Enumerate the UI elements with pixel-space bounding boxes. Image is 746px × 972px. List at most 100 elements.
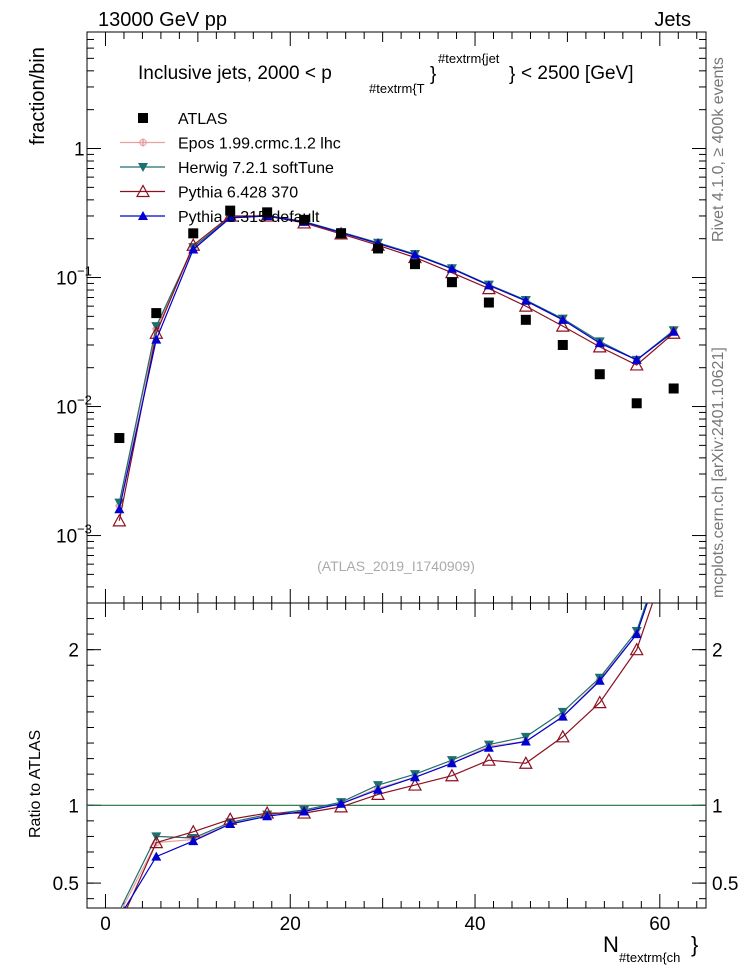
data-point-pythia-8-315-default: [520, 295, 531, 305]
main-y-tick-exponent: −1: [77, 264, 92, 279]
x-axis-title-brace: }: [691, 932, 698, 957]
ratio-series-epos-1-99-crmc-1-2-lhc: [121, 603, 648, 908]
ratio-point-pythia-6-428-370: [555, 729, 570, 743]
data-point-pythia-8-315-default: [188, 244, 199, 254]
ratio-point-pythia-6-428-370: [629, 642, 644, 656]
ratio-y-tick-label: 2: [68, 641, 79, 662]
legend-title-superscript: #textrm{jet: [438, 51, 500, 66]
legend-marker: [138, 163, 148, 172]
main-y-tick-label: 1: [74, 140, 85, 161]
main-data-layer: [112, 205, 681, 527]
ratio-point-pythia-8-315-default: [446, 758, 457, 768]
legend-label: Herwig 7.2.1 softTune: [178, 160, 334, 177]
legend: ATLAS Epos 1.99.crmc.1.2 lhc Herwig 7.2.1 …: [120, 111, 341, 226]
series-line-pythia-8-315-default: [118, 215, 675, 510]
ratio-line-pythia-6-428-370: [126, 603, 654, 908]
ratio-point-pythia-8-315-default: [299, 806, 310, 816]
ratio-point-pythia-6-428-370: [149, 835, 164, 849]
legend-entry-atlas: ATLAS: [138, 111, 228, 128]
series-atlas: [114, 205, 679, 444]
main-y-tick-label: 10: [56, 269, 77, 290]
data-point-pythia-6-428-370: [112, 513, 127, 527]
data-point-pythia-8-315-default: [631, 354, 642, 364]
x-axis-title-subscript: #textrm{ch: [619, 950, 680, 965]
ratio-series-herwig-7-2-1-softtune: [120, 603, 647, 908]
ratio-y-tick-label: 1: [68, 796, 79, 817]
ratio-point-pythia-6-428-370: [592, 695, 607, 709]
data-point-atlas: [409, 259, 420, 270]
ratio-point-pythia-8-315-default: [151, 851, 162, 861]
data-point-atlas: [520, 314, 531, 325]
data-point-pythia-6-428-370: [629, 357, 644, 371]
ratio-point-pythia-8-315-default: [557, 711, 568, 721]
main-axes: 10 −310 −210 −11: [56, 31, 706, 604]
ratio-point-pythia-8-315-default: [409, 772, 420, 782]
legend-title-main: Inclusive jets, 2000 < p: [138, 63, 332, 84]
header-collision-label: 13000 GeV pp: [98, 9, 227, 31]
data-point-pythia-8-315-default: [409, 249, 420, 259]
header-observable-label: Jets: [654, 9, 691, 31]
x-tick-label: 60: [649, 914, 670, 935]
ratio-point-pythia-8-315-default: [520, 736, 531, 746]
legend-label: Pythia 6.428 370: [178, 185, 298, 202]
ratio-point-pythia-8-315-default: [373, 784, 384, 794]
data-point-pythia-8-315-default: [594, 338, 605, 348]
data-point-pythia-8-315-default: [668, 326, 679, 336]
x-tick-label: 20: [280, 914, 301, 935]
data-point-atlas: [631, 398, 642, 409]
ratio-point-pythia-6-428-370: [444, 768, 459, 782]
x-tick-label: 40: [464, 914, 485, 935]
data-point-atlas: [262, 207, 273, 218]
series-line-herwig-7-2-1-softtune: [118, 214, 675, 503]
ratio-line-pythia-8-315-default: [124, 603, 648, 908]
ratio-point-pythia-8-315-default: [336, 798, 347, 808]
main-y-tick-label: 10: [56, 527, 77, 548]
main-y-tick-exponent: −3: [77, 522, 92, 537]
x-tick-label: 0: [100, 914, 111, 935]
data-point-pythia-8-315-default: [225, 212, 236, 222]
legend-title: Inclusive jets, 2000 < p #textrm{T } #te…: [138, 51, 634, 96]
ratio-point-pythia-8-315-default: [631, 629, 642, 639]
ratio-point-pythia-8-315-default: [188, 836, 199, 846]
x-axis-title-base: N: [603, 932, 619, 957]
main-y-tick-exponent: −2: [77, 393, 92, 408]
data-point-atlas: [483, 297, 494, 308]
data-point-pythia-8-315-default: [114, 504, 125, 514]
x-axis-title: N #textrm{ch }: [603, 932, 698, 965]
main-y-tick-label: 10: [56, 398, 77, 419]
data-point-pythia-6-428-370: [555, 318, 570, 332]
legend-entry-herwig-7-2-1-softtune: Herwig 7.2.1 softTune: [120, 160, 334, 177]
series-herwig-7-2-1-softtune: [114, 211, 679, 508]
ratio-y-tick-label-right: 2: [712, 641, 723, 662]
legend-entry-pythia-8-315-default: Pythia 8.315 default: [120, 209, 320, 226]
ratio-point-pythia-8-315-default: [262, 811, 273, 821]
data-point-atlas: [668, 383, 679, 394]
ratio-series-pythia-6-428-370: [126, 603, 654, 908]
series-line-pythia-6-428-370: [118, 215, 675, 521]
legend-title-range: < 2500 [GeV]: [521, 63, 634, 84]
legend-marker-ring: [139, 138, 147, 147]
ratio-y-tick-label: 0.5: [53, 874, 79, 895]
ratio-plot-frame: [86, 602, 707, 909]
ratio-y-tick-label-right: 1: [712, 796, 723, 817]
legend-marker: [139, 138, 147, 147]
legend-marker: [138, 211, 148, 220]
legend-title-brace-2: }: [509, 64, 515, 85]
legend-title-brace-1: }: [430, 64, 436, 85]
ratio-y-axis-title: Ratio to ATLAS: [27, 730, 44, 838]
ratio-point-pythia-6-428-370: [407, 777, 422, 791]
ratio-axes: 0.5 0.51 12 20 20 40 60: [53, 603, 738, 935]
data-point-pythia-6-428-370: [518, 298, 533, 312]
ratio-point-pythia-6-428-370: [371, 787, 386, 801]
series-line-epos-1-99-crmc-1-2-lhc: [118, 215, 675, 506]
ratio-series-pythia-8-315-default: [124, 603, 648, 908]
data-point-atlas: [114, 433, 125, 444]
mcplots-reference-label: mcplots.cern.ch [arXiv:2401.10621]: [710, 347, 727, 598]
ratio-y-tick-label-right: 0.5: [712, 874, 738, 895]
legend-title-subscript: #textrm{T: [369, 81, 425, 96]
data-point-herwig-7-2-1-softtune: [114, 498, 125, 508]
data-point-pythia-8-315-default: [446, 263, 457, 273]
ratio-point-pythia-8-315-default: [594, 675, 605, 685]
rivet-version-label: Rivet 4.1.0, ≥ 400k events: [710, 57, 727, 242]
